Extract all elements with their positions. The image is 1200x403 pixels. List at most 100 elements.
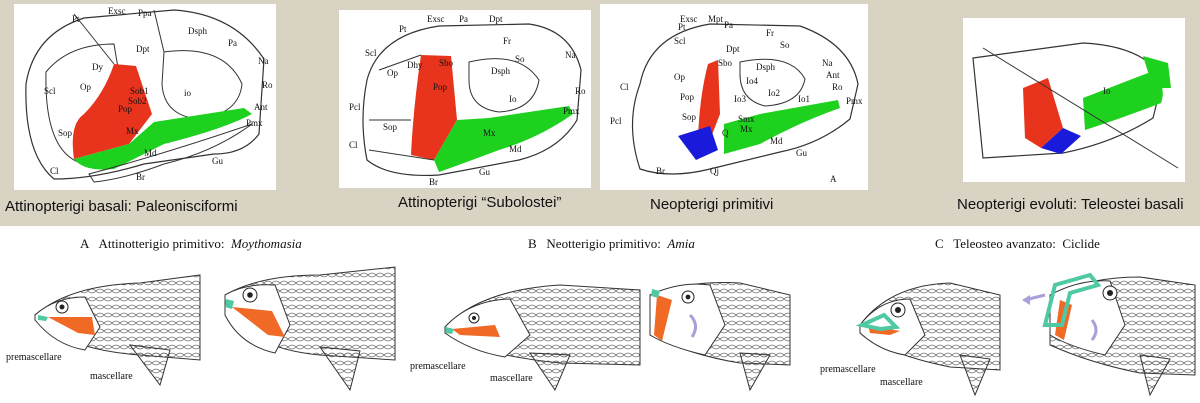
- panel2-label-cl: Cl: [349, 140, 358, 150]
- panel2-label-ro: Ro: [575, 86, 586, 96]
- panel2-label-exsc: Exsc: [427, 14, 445, 24]
- panel2-label-pmx: Pmx: [563, 106, 580, 116]
- caption-paleonisciformi: Attinopterigi basali: Paleonisciformi: [5, 198, 238, 215]
- fish-a-open: [224, 266, 396, 392]
- panel3-label-qj: Qj: [710, 166, 719, 176]
- panel3-label-gu: Gu: [796, 148, 807, 158]
- panel1-label-op: Op: [80, 82, 91, 92]
- panel3-label-ant: Ant: [826, 70, 840, 80]
- panel2-label-pop: Pop: [433, 82, 448, 92]
- label-a-max: mascellare: [90, 371, 133, 382]
- panel3-label-pt: Pt: [678, 22, 686, 32]
- panel2-label-md: Md: [509, 144, 522, 154]
- panel3-label-io4: Io4: [746, 76, 758, 86]
- fish-b-open: [649, 282, 791, 392]
- preopercular-red: [698, 60, 720, 140]
- panel2-label-br: Br: [429, 177, 438, 187]
- title-c-prefix: C: [935, 236, 944, 251]
- maxilla-green: [724, 100, 840, 154]
- panel4-label-io: Io: [1103, 86, 1111, 96]
- panel3-label-pcl: Pcl: [610, 116, 622, 126]
- caption-neopterigi-primitivi: Neopterigi primitivi: [650, 196, 774, 213]
- panel3-label-cl: Cl: [620, 82, 629, 92]
- title-a-text: Attinotterigio primitivo:: [98, 236, 225, 251]
- panel-teleostei-basali: [963, 18, 1185, 182]
- panel2-label-pa: Pa: [459, 14, 468, 24]
- panel3-label-ro: Ro: [832, 82, 843, 92]
- panel3-label-a: A: [830, 174, 837, 184]
- panel3-label-pa: Pa: [724, 20, 733, 30]
- label-b-max: mascellare: [490, 373, 533, 384]
- panel1-label-io: io: [184, 88, 192, 98]
- preopercular-red: [72, 64, 152, 159]
- skull-diagram-paleonisciformi: [25, 9, 265, 183]
- panel3-label-fr: Fr: [766, 28, 775, 38]
- panel3-label-scl: Scl: [674, 36, 686, 46]
- panel1-label-md: Md: [144, 148, 157, 158]
- label-c-max: mascellare: [880, 377, 923, 388]
- panel1-label-scl: Scl: [44, 86, 56, 96]
- panel3-label-pop: Pop: [680, 92, 695, 102]
- panel1-label-br: Br: [136, 172, 145, 182]
- fish-a-closed: [34, 274, 201, 387]
- panel1-label-sob2: Sob2: [128, 96, 147, 106]
- caption-subolostei: Attinopterigi “Subolostei”: [398, 194, 562, 211]
- title-c: C Teleosteo avanzato: Ciclide: [935, 236, 1100, 252]
- panel2-label-fr: Fr: [503, 36, 512, 46]
- caption-teleostei-basali: Neopterigi evoluti: Teleostei basali: [957, 196, 1184, 213]
- panel2-label-sop: Sop: [383, 122, 398, 132]
- panel1-label-cl: Cl: [50, 166, 59, 176]
- skull-diagram-subolostei: [362, 23, 582, 177]
- quadrate-blue: [678, 126, 718, 160]
- title-a-prefix: A: [80, 236, 90, 251]
- panel1-label-sob1: Sob1: [130, 86, 149, 96]
- panel-paleonisciformi: [14, 4, 276, 190]
- panel3-label-sop: Sop: [682, 112, 697, 122]
- panel2-label-io: Io: [509, 94, 517, 104]
- panel2-label-mx: Mx: [483, 128, 496, 138]
- title-b-taxon: Amia: [667, 236, 695, 251]
- panel3-label-q: Q: [722, 128, 729, 138]
- panel3-label-dsph: Dsph: [756, 62, 776, 72]
- panel2-label-sbo: Sbo: [439, 58, 454, 68]
- title-b-text: Neotterigio primitivo:: [546, 236, 661, 251]
- panel1-label-dy: Dy: [92, 62, 103, 72]
- panel2-label-pt: Pt: [399, 24, 407, 34]
- title-a: A Attinotterigio primitivo: Moythomasia: [80, 236, 302, 252]
- panel2-label-pcl: Pcl: [349, 102, 361, 112]
- panel3-label-so: So: [780, 40, 790, 50]
- panel2-label-op: Op: [387, 68, 398, 78]
- fish-c-open: [1022, 272, 1196, 397]
- panel3-label-op: Op: [674, 72, 685, 82]
- preopercular-red: [1023, 78, 1063, 148]
- title-b: B Neotterigio primitivo: Amia: [528, 236, 695, 252]
- panel3-label-io2: Io2: [768, 88, 780, 98]
- maxilla-green: [1083, 73, 1163, 130]
- panel3-label-sbo: Sbo: [718, 58, 733, 68]
- panel3-label-io3: Io3: [734, 94, 746, 104]
- label-a-premax: premascellare: [6, 352, 62, 363]
- skull-diagram-neopterigi: [631, 23, 859, 175]
- maxilla-green: [434, 106, 573, 172]
- label-c-premax: premascellare: [820, 364, 876, 375]
- panel1-label-dsph: Dsph: [188, 26, 208, 36]
- preopercular-red: [411, 55, 457, 160]
- panel-neopterigi-primitivi: [600, 4, 868, 190]
- panel3-label-pmx: Pmx: [846, 96, 863, 106]
- panel1-label-sop: Sop: [58, 128, 73, 138]
- panel1-label-ro: Ro: [262, 80, 273, 90]
- panel1-label-ant: Ant: [254, 102, 268, 112]
- title-b-prefix: B: [528, 236, 537, 251]
- panel2-label-dsph: Dsph: [491, 66, 511, 76]
- panel2-label-dhy: Dhy: [407, 60, 423, 70]
- panel2-label-scl: Scl: [365, 48, 377, 58]
- panel3-label-mx: Mx: [740, 124, 753, 134]
- quadrate-blue: [1041, 128, 1081, 154]
- panel3-label-exsc: Exsc: [680, 14, 698, 24]
- panel1-label-pmx: Pmx: [246, 118, 263, 128]
- fish-jaw-evolution-drawings: [34, 266, 1196, 397]
- panel1-label-gu: Gu: [212, 156, 223, 166]
- maxilla-green: [74, 108, 252, 170]
- panel3-label-mpt: Mpt: [708, 14, 724, 24]
- panel1-label-pa: Pa: [228, 38, 237, 48]
